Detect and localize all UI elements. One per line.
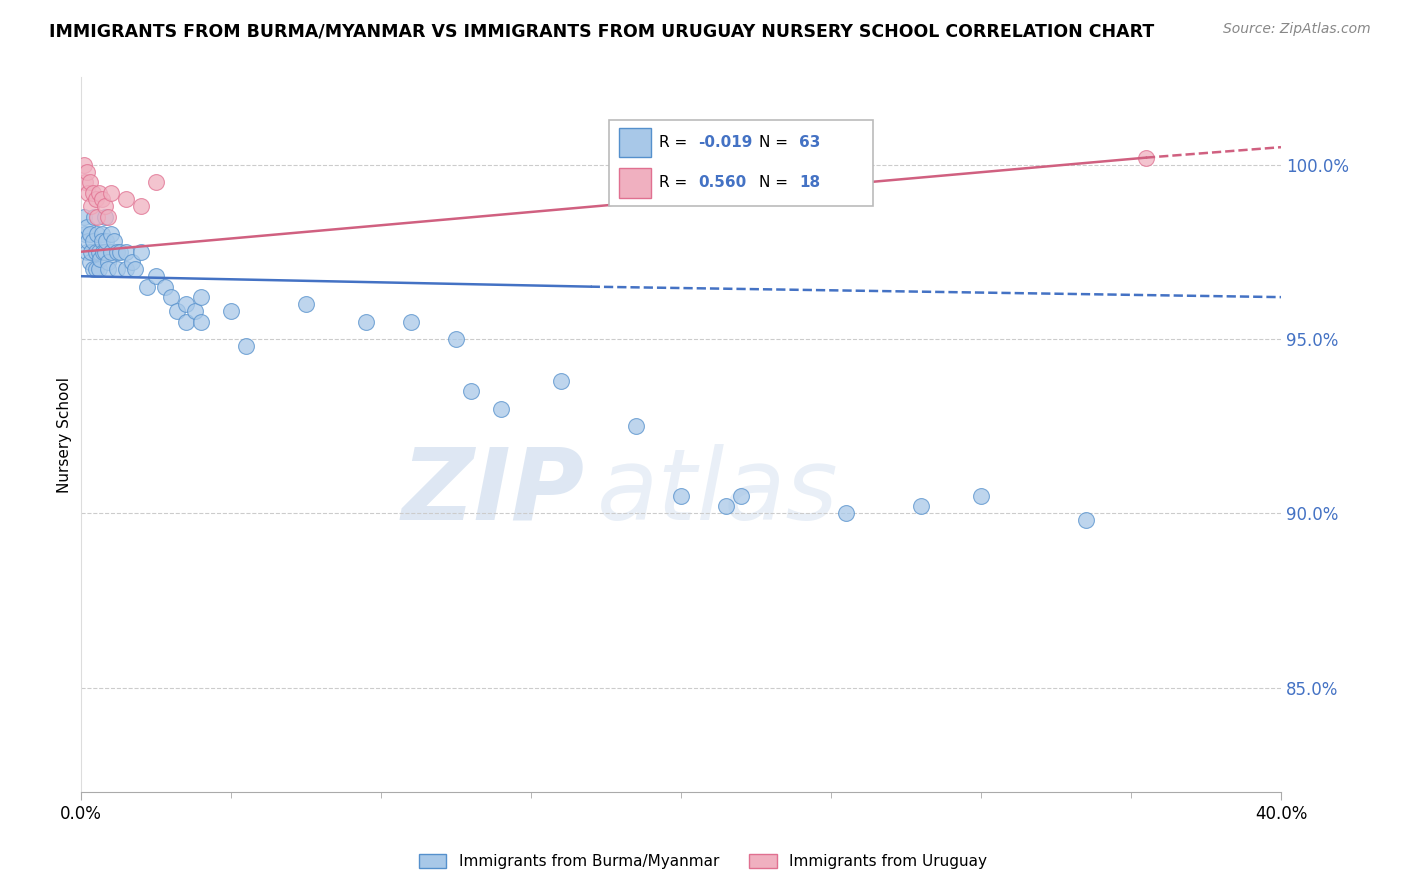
Point <box>294 297 316 311</box>
Point <box>73 227 96 242</box>
Point <box>93 244 115 259</box>
Point <box>96 210 118 224</box>
Point <box>105 244 128 259</box>
Point <box>1074 513 1097 527</box>
Point <box>624 419 647 434</box>
Text: IMMIGRANTS FROM BURMA/MYANMAR VS IMMIGRANTS FROM URUGUAY NURSERY SCHOOL CORRELAT: IMMIGRANTS FROM BURMA/MYANMAR VS IMMIGRA… <box>49 22 1154 40</box>
Point <box>114 193 136 207</box>
Point <box>114 244 136 259</box>
Point <box>145 175 167 189</box>
Point <box>79 255 101 269</box>
Point <box>80 244 103 259</box>
Point <box>87 186 110 200</box>
Point <box>93 199 115 213</box>
Point <box>83 210 105 224</box>
Point <box>84 262 107 277</box>
Point <box>76 220 98 235</box>
Text: atlas: atlas <box>596 443 838 541</box>
Point <box>96 255 118 269</box>
Point <box>714 500 737 514</box>
Point <box>183 304 205 318</box>
Point <box>100 244 122 259</box>
Point <box>86 227 108 242</box>
Point <box>72 210 94 224</box>
Point <box>105 262 128 277</box>
Point <box>135 279 157 293</box>
Text: ZIP: ZIP <box>402 443 585 541</box>
Point <box>77 186 100 200</box>
Point <box>174 314 197 328</box>
Y-axis label: Nursery School: Nursery School <box>58 376 72 493</box>
Point <box>91 244 114 259</box>
Point <box>80 199 103 213</box>
Point <box>96 262 118 277</box>
Point <box>159 290 181 304</box>
Point <box>124 262 146 277</box>
Point <box>970 489 993 503</box>
Point <box>86 210 108 224</box>
Point <box>153 279 176 293</box>
Point <box>79 227 101 242</box>
Point <box>84 244 107 259</box>
Point <box>129 199 152 213</box>
Point <box>108 244 131 259</box>
Point <box>489 401 512 416</box>
Point <box>90 227 112 242</box>
Point <box>354 314 377 328</box>
Point <box>835 506 858 520</box>
Point <box>79 175 101 189</box>
Point <box>460 384 482 399</box>
Point <box>444 332 467 346</box>
Point <box>82 235 104 249</box>
Point <box>910 500 932 514</box>
Point <box>82 262 104 277</box>
Point <box>72 158 94 172</box>
Text: Source: ZipAtlas.com: Source: ZipAtlas.com <box>1223 22 1371 37</box>
Point <box>129 244 152 259</box>
Point <box>114 262 136 277</box>
Point <box>90 193 112 207</box>
Point <box>90 235 112 249</box>
Point <box>550 374 572 388</box>
Legend: Immigrants from Burma/Myanmar, Immigrants from Uruguay: Immigrants from Burma/Myanmar, Immigrant… <box>413 848 993 875</box>
Point <box>145 269 167 284</box>
Point <box>87 262 110 277</box>
Point <box>1135 151 1157 165</box>
Point <box>76 244 98 259</box>
Point <box>669 489 692 503</box>
Point <box>89 252 111 266</box>
Point <box>73 175 96 189</box>
Point <box>166 304 188 318</box>
Point <box>82 186 104 200</box>
Point <box>730 489 752 503</box>
Point <box>87 244 110 259</box>
Point <box>76 164 98 178</box>
Point <box>103 235 125 249</box>
Point <box>190 290 212 304</box>
Point <box>235 339 257 353</box>
Point <box>93 210 115 224</box>
Point <box>399 314 422 328</box>
Point <box>190 314 212 328</box>
Point <box>121 255 143 269</box>
Point <box>77 235 100 249</box>
Point <box>219 304 242 318</box>
Point <box>84 193 107 207</box>
Point <box>94 235 117 249</box>
Point <box>174 297 197 311</box>
Point <box>100 186 122 200</box>
Point <box>100 227 122 242</box>
